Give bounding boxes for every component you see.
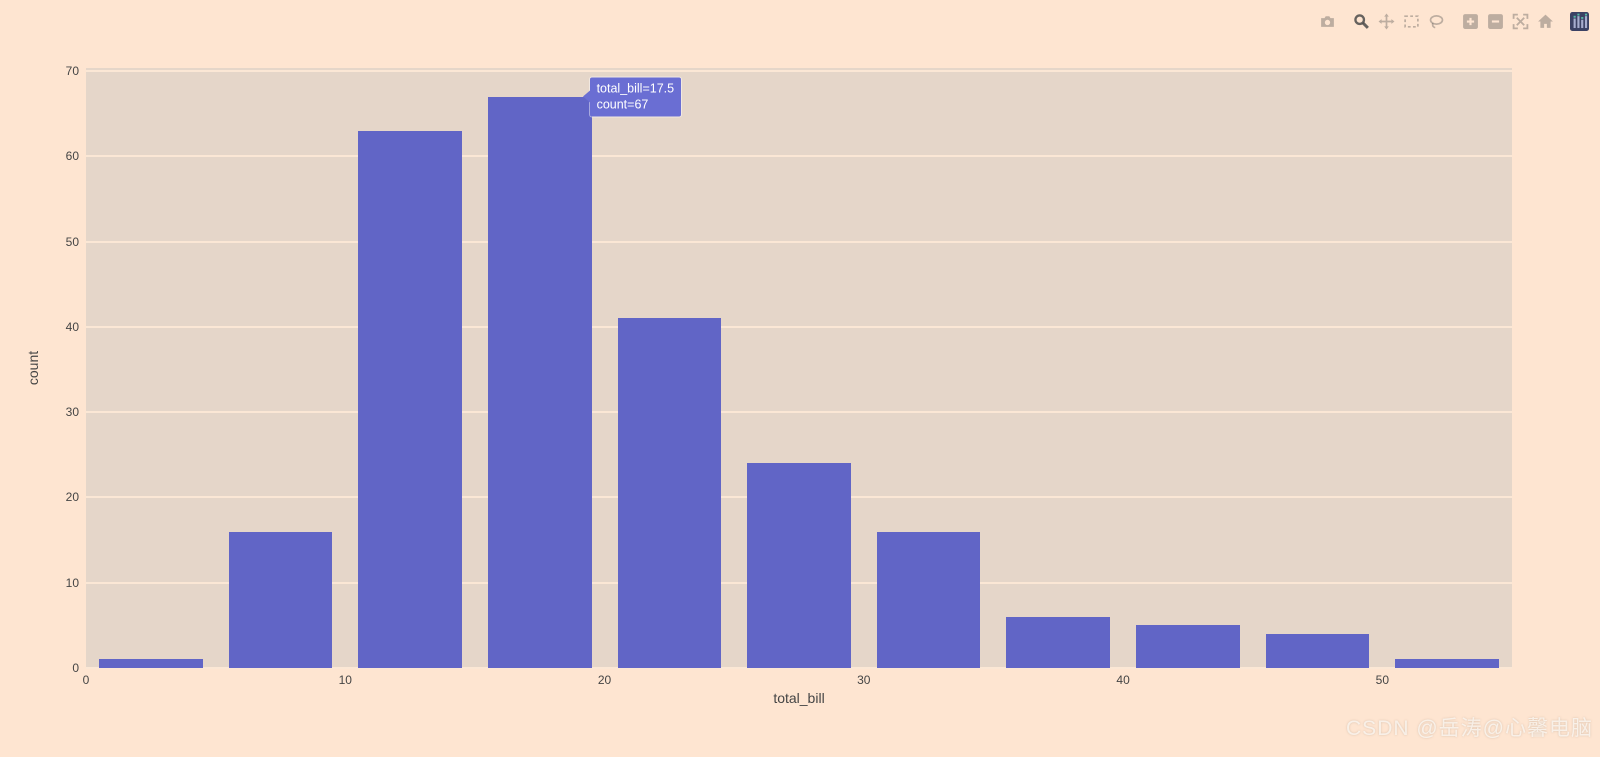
pan-mode-button[interactable] (1374, 10, 1399, 32)
y-tick-label: 50 (65, 234, 79, 249)
zoom-mode-button[interactable] (1349, 10, 1374, 32)
modebar (1306, 10, 1592, 32)
zoom-out-button[interactable] (1483, 10, 1508, 32)
gridline (86, 325, 1512, 328)
histogram-bar[interactable] (98, 659, 203, 668)
histogram-bar[interactable] (1136, 625, 1240, 668)
autoscale-icon (1512, 13, 1529, 29)
y-tick-label: 60 (65, 149, 79, 164)
box-select-icon (1404, 14, 1419, 28)
x-axis-tick-labels: 0 10 20 30 40 50 (82, 673, 1512, 689)
histogram-bar[interactable] (747, 463, 851, 668)
plot-area[interactable]: total_bill=17.5 count=67 (86, 68, 1512, 669)
histogram-bar[interactable] (228, 531, 333, 668)
lasso-select-icon (1429, 14, 1444, 28)
modebar-group-zoom (1458, 10, 1558, 32)
histogram-bar[interactable] (876, 531, 981, 668)
histogram-bar[interactable] (1265, 633, 1370, 668)
x-tick-label: 50 (1375, 673, 1390, 687)
reset-axes-button[interactable] (1533, 10, 1558, 32)
histogram-bar[interactable] (487, 96, 592, 668)
plotly-logo-icon (1570, 11, 1589, 31)
y-tick-label: 10 (65, 575, 79, 590)
zoom-in-icon (1463, 13, 1478, 29)
gridline (86, 240, 1512, 243)
y-tick-label: 40 (65, 319, 79, 334)
y-tick-label: 70 (65, 64, 79, 78)
camera-icon (1321, 15, 1334, 27)
y-tick-label: 20 (65, 490, 79, 505)
x-tick-label: 40 (1116, 673, 1130, 687)
autoscale-button[interactable] (1508, 10, 1533, 32)
gridline (86, 667, 1512, 669)
plotly-logo-button[interactable] (1567, 10, 1592, 32)
x-tick-label: 30 (857, 673, 871, 687)
gridline (86, 155, 1512, 158)
modebar-group-logo (1567, 10, 1592, 32)
y-tick-label: 0 (72, 661, 79, 675)
x-axis-title: total_bill (773, 690, 825, 706)
box-select-button[interactable] (1399, 10, 1424, 32)
home-reset-icon (1538, 14, 1553, 28)
hover-tooltip: total_bill=17.5 count=67 (582, 77, 682, 117)
magnifier-zoom-icon (1354, 13, 1369, 29)
x-tick-label: 10 (338, 673, 352, 687)
histogram-bar[interactable] (617, 318, 722, 668)
histogram-bar[interactable] (1395, 659, 1500, 668)
y-axis-tick-labels: 0 10 20 30 40 50 60 70 (0, 64, 79, 675)
tooltip-y-value: count=67 (596, 97, 649, 112)
pan-arrows-icon (1378, 13, 1395, 29)
modebar-group-dragmode (1349, 10, 1449, 32)
zoom-out-icon (1488, 13, 1503, 29)
y-tick-label: 30 (65, 405, 79, 420)
gridline (86, 411, 1512, 414)
gridline (86, 70, 1512, 72)
lasso-select-button[interactable] (1424, 10, 1449, 32)
y-axis-title: count (25, 350, 41, 386)
tooltip-arrow-icon (582, 90, 590, 103)
histogram-bar[interactable] (358, 130, 462, 668)
x-tick-label: 20 (597, 673, 612, 687)
modebar-group-image (1315, 10, 1340, 32)
histogram-bar[interactable] (1006, 616, 1111, 668)
download-png-button[interactable] (1315, 10, 1340, 32)
x-tick-label: 0 (82, 673, 90, 687)
watermark: CSDN @岳涛@心馨电脑 (1346, 717, 1593, 740)
tooltip-x-value: total_bill=17.5 (596, 81, 675, 96)
zoom-in-button[interactable] (1458, 10, 1483, 32)
